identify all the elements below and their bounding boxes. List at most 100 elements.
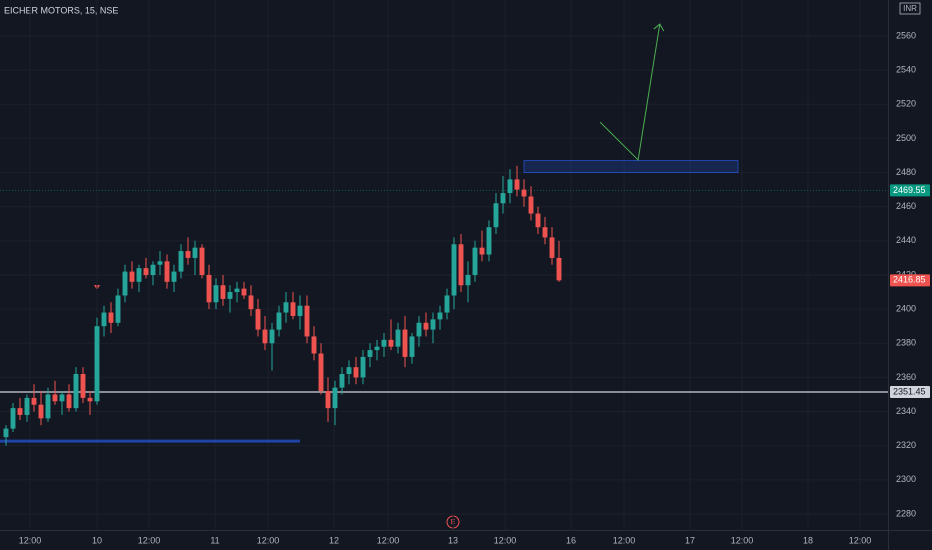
candle-body: [444, 295, 450, 313]
y-tick-label: 2300: [896, 474, 916, 484]
candle-body: [94, 326, 100, 402]
candle-body: [381, 339, 387, 347]
currency-box: [899, 2, 921, 15]
chart-title: EICHER MOTORS, 15, NSE: [4, 5, 118, 15]
candle-body: [304, 305, 310, 337]
candle-body: [171, 271, 177, 282]
candle-body: [101, 312, 107, 327]
candle-body: [143, 268, 149, 275]
candle-body: [486, 227, 492, 255]
candle-body: [59, 394, 65, 402]
projection-arrow: [599, 23, 661, 161]
candle-body: [241, 288, 247, 296]
y-tick-label: 2520: [896, 99, 916, 109]
candle-body: [318, 353, 324, 392]
candle-body: [269, 329, 275, 344]
y-tick-label: 2320: [896, 440, 916, 450]
candle-body: [234, 288, 240, 293]
candle-body: [45, 394, 51, 419]
candle-body: [311, 336, 317, 354]
candle-body: [122, 271, 128, 296]
candle-body: [479, 247, 485, 255]
candle-body: [17, 408, 23, 415]
candle-body: [514, 179, 520, 190]
candle-body: [542, 227, 548, 238]
x-tick-label: 11: [210, 535, 219, 545]
candle-body: [556, 257, 562, 281]
candle-body: [38, 404, 44, 419]
candle-body: [262, 329, 268, 344]
x-tick-label: 12:00: [19, 535, 42, 545]
y-tick-label: 2460: [896, 201, 916, 211]
currency: INR: [903, 4, 917, 13]
candle-body: [157, 261, 163, 265]
candle-body: [227, 292, 233, 299]
candle-body: [339, 373, 345, 388]
last-price-label: 2416.85: [893, 275, 926, 285]
candle-body: [178, 251, 184, 272]
candle-body: [290, 302, 296, 316]
candle-body: [409, 336, 415, 357]
candle-body: [73, 373, 79, 409]
candle-body: [325, 391, 331, 409]
candle-body: [192, 247, 198, 258]
x-tick-label: 16: [566, 535, 576, 545]
candle-body: [360, 356, 366, 378]
candle-body: [213, 285, 219, 303]
candle-body: [346, 367, 352, 374]
candle-body: [388, 339, 394, 347]
x-tick-label: 13: [448, 535, 458, 545]
candle-body: [164, 261, 170, 282]
last-price-label-bg: [890, 274, 930, 287]
y-tick-label: 2420: [896, 269, 916, 279]
candle-body: [108, 312, 114, 323]
candle-body: [465, 274, 471, 286]
price-line-label-bg: [890, 385, 930, 398]
candle-body: [458, 244, 464, 286]
x-tick-label: 12:00: [849, 535, 872, 545]
price-line-label: 2469.55: [893, 185, 926, 195]
candle-body: [500, 193, 506, 204]
x-tick-label: 12:00: [494, 535, 517, 545]
candle-body: [150, 264, 156, 275]
candle-body: [493, 203, 499, 228]
candle-body: [255, 309, 261, 330]
candle-body: [129, 271, 135, 282]
candle-body: [3, 428, 9, 438]
candle-body: [374, 346, 380, 351]
price-line-label: 2351.45: [893, 386, 926, 396]
y-tick-label: 2340: [896, 406, 916, 416]
candle-body: [416, 322, 422, 337]
candle-body: [549, 237, 555, 258]
y-tick-label: 2440: [896, 235, 916, 245]
y-tick-label: 2280: [896, 508, 916, 518]
candle-body: [115, 295, 121, 323]
x-tick-label: 12: [329, 535, 339, 545]
x-tick-label: 12:00: [731, 535, 754, 545]
candle-body: [276, 312, 282, 330]
candle-body: [24, 397, 30, 415]
candle-body: [437, 312, 443, 320]
resistance-zone: [523, 160, 739, 173]
arrow-head: [653, 23, 665, 32]
candle-body: [87, 397, 93, 402]
candle-body: [528, 196, 534, 214]
x-tick-label: 17: [685, 535, 695, 545]
y-tick-label: 2400: [896, 303, 916, 313]
candle-body: [430, 319, 436, 330]
x-tick-label: 12:00: [138, 535, 161, 545]
candle-body: [535, 213, 541, 228]
candle-body: [80, 373, 86, 398]
candle-body: [52, 394, 58, 402]
candle-body: [423, 322, 429, 330]
candle-body: [199, 247, 205, 275]
candle-body: [332, 387, 338, 409]
candle-body: [507, 179, 513, 194]
y-tick-label: 2360: [896, 372, 916, 382]
candle-body: [451, 244, 457, 296]
candle-body: [220, 285, 226, 299]
candle-body: [206, 274, 212, 303]
x-tick-label: 12:00: [377, 535, 400, 545]
y-tick-label: 2540: [896, 65, 916, 75]
